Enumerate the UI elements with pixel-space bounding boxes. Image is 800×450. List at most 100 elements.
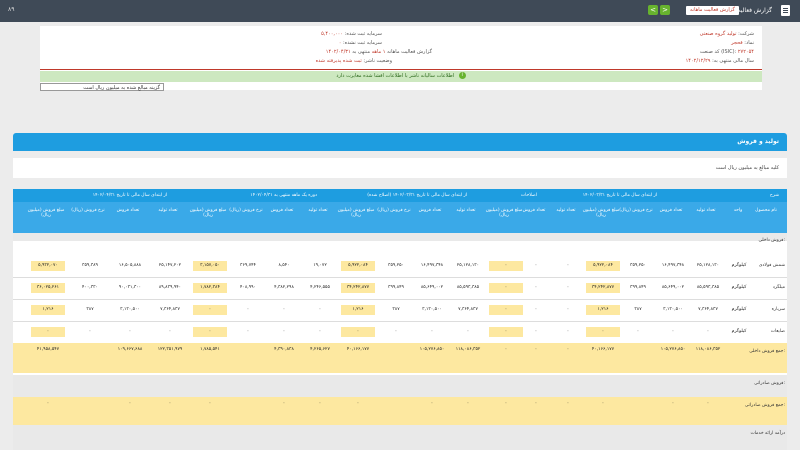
table-cell: ۳۹۹,۸۴۹ bbox=[388, 285, 404, 290]
column-header: نرخ فروش (ریال) bbox=[377, 208, 411, 213]
table-cell: ۰ bbox=[193, 305, 227, 315]
table-cell: ۴۰۰,۳۳۰ bbox=[82, 285, 98, 290]
table-cell: ۳,۱۳۰,۵۰۰ bbox=[663, 307, 683, 312]
table-group-header: شرح از ابتدای سال مالی تا تاریخ ۱۴۰۲/۰۳/… bbox=[13, 189, 787, 202]
table-cell: ۵,۹۲۲,۰۸۴ bbox=[341, 261, 375, 271]
unit-cell: کیلوگرم bbox=[731, 285, 747, 290]
export-section-row: فروش صادراتی: bbox=[13, 375, 787, 397]
table-cell: ۰ bbox=[282, 307, 286, 312]
table-cell: ۰ bbox=[489, 305, 523, 315]
table-row: شمش فولادی کیلوگرم ۲۵,۱۲۸,۱۳۰ ۱۶,۴۹۷,۳۴۸ ۳۵۹… bbox=[13, 255, 787, 278]
table-cell: ۰ bbox=[566, 307, 570, 312]
total-cell: ۱۰۹,۶۶۷,۶۸۸ bbox=[117, 347, 143, 352]
company-value: تولید گروه صنعتی bbox=[699, 31, 737, 37]
table-cell: ۲۵,۱۲۸,۱۳۰ bbox=[456, 263, 480, 268]
table-row: میلگرد کیلوگرم ۸۵,۵۹۳,۳۸۵ ۸۵,۶۴۹,۰۰۲ ۳۹۹,۸۴۹… bbox=[13, 277, 787, 300]
unregistered-capital-label: سرمایه ثبت نشده: bbox=[343, 40, 382, 46]
total-cell: ۱۰۵,۲۷۶,۸۵۰ bbox=[660, 347, 686, 352]
export-total-cell: ۰ bbox=[46, 401, 50, 406]
revenue-section-row: درآمد ارائه خدمات bbox=[13, 425, 787, 450]
table-cell: ۰ bbox=[489, 261, 523, 271]
column-header: نرخ فروش (ریال) bbox=[229, 208, 263, 213]
export-total-cell: ۰ bbox=[318, 401, 322, 406]
company-label: شرکت: bbox=[738, 31, 754, 37]
table-cell: ۰ bbox=[706, 329, 710, 334]
table-cell: ۰ bbox=[341, 327, 375, 337]
unregistered-capital-row: سرمایه ثبت نشده: ۰ bbox=[339, 39, 382, 47]
unit-note: کلیه مبالغ به میلیون ریال است bbox=[715, 165, 779, 171]
status-value: ثبت شده پذیرفته شده bbox=[315, 58, 362, 64]
table-cell: ۳۹۹,۸۴۹ bbox=[630, 285, 646, 290]
table-cell: ۳,۱۳۰,۵۰۰ bbox=[422, 307, 442, 312]
status-row: وضعیت ناشر: ثبت شده پذیرفته شده bbox=[316, 57, 392, 65]
report-period-row: گزارش فعالیت ماهانه ۱ ماهه منتهی به ۱۴۰۲… bbox=[326, 48, 432, 56]
table-cell: ۸۵,۶۴۹,۰۰۲ bbox=[420, 285, 444, 290]
column-header: تعداد فروش bbox=[418, 208, 442, 213]
export-total-row: جمع فروش صادراتی: ۰ ۰ ۰ ۰ ۰ ۰ ۰ ۰ ۰ ۰ ۰ ۰ ۰ ۰ ۰ bbox=[13, 397, 787, 425]
group-header-corrections: اصلاحات bbox=[520, 193, 537, 198]
export-total-label: جمع فروش صادراتی: bbox=[744, 403, 785, 408]
column-header: تعداد فروش bbox=[659, 208, 683, 213]
domestic-section-row: فروش داخلی: bbox=[13, 233, 787, 243]
column-header: نرخ فروش (ریال) bbox=[619, 208, 653, 213]
column-header: واحد bbox=[733, 208, 743, 213]
table-cell: ۱,۲۱۶ bbox=[586, 305, 620, 315]
column-header: تعداد تولید bbox=[696, 208, 716, 213]
total-cell: ۱۰۵,۲۷۶,۸۵۰ bbox=[419, 347, 445, 352]
group-header-ytd: از ابتدای سال مالی تا تاریخ ۱۴۰۲/۰۳/۳۱ bbox=[582, 193, 657, 198]
report-type-button[interactable]: گزارش فعالیت ماهانه bbox=[686, 6, 739, 15]
notice-text: اطلاعات سالیانه ناشر با اطلاعات افشا شده… bbox=[336, 73, 455, 79]
export-total-cell: ۰ bbox=[566, 401, 570, 406]
page-title: گزارش فعالیت ماهانه bbox=[718, 7, 772, 14]
prev-arrow-button[interactable]: < bbox=[648, 5, 658, 15]
column-header: تعداد فروش bbox=[270, 208, 294, 213]
column-header: نرخ فروش (ریال) bbox=[71, 208, 105, 213]
table-cell: ۰ bbox=[430, 329, 434, 334]
table-cell: ۰ bbox=[566, 329, 570, 334]
table-cell: ۰ bbox=[318, 329, 322, 334]
table-cell: ۰ bbox=[566, 285, 570, 290]
column-header: تعداد تولید bbox=[158, 208, 178, 213]
symbol-value: فحجر bbox=[731, 40, 743, 46]
total-cell: ۰ bbox=[566, 347, 570, 352]
table-cell: ۳۸۷ bbox=[392, 307, 400, 312]
next-arrow-button[interactable]: > bbox=[660, 5, 670, 15]
symbol-row: نماد: فحجر bbox=[731, 39, 754, 47]
table-cell: ۷,۳۶۴,۸۳۷ bbox=[458, 307, 478, 312]
column-header: مبلغ فروش (میلیون ریال) bbox=[485, 208, 523, 218]
isic-label: کد صنعت (ISIC): bbox=[699, 49, 737, 55]
table-cell: ۰ bbox=[534, 263, 538, 268]
isic-row: کد صنعت (ISIC): ۲۷۲۰۵۴ bbox=[700, 48, 754, 56]
total-cell: ۱۱۸,۰۸۶,۳۵۲ bbox=[695, 347, 721, 352]
isic-value: ۲۷۲۰۵۴ bbox=[737, 49, 754, 55]
export-total-cell: ۰ bbox=[534, 401, 538, 406]
domestic-total-label: جمع فروش داخلی: bbox=[749, 349, 785, 354]
product-name: میلگرد bbox=[772, 285, 785, 290]
table-cell: ۳۸۷ bbox=[86, 307, 94, 312]
section-header: تولید و فروش bbox=[13, 133, 787, 151]
domestic-section-label: فروش داخلی: bbox=[758, 238, 785, 243]
unit-select[interactable]: گزینه مبالغ شده به میلیون ریال است bbox=[40, 83, 164, 91]
table-cell: ۳۴,۲۴۲,۸۷۷ bbox=[586, 283, 620, 293]
table-cell: ۵,۹۳۲,۰۷۰ bbox=[31, 261, 65, 271]
info-icon: i bbox=[458, 72, 466, 79]
symbol-label: نماد: bbox=[744, 40, 754, 46]
column-header: نام محصول bbox=[755, 208, 777, 213]
table-cell: ۹۰,۰۳۱,۳۰۰ bbox=[118, 285, 142, 290]
table-cell: ۰ bbox=[586, 327, 620, 337]
table-cell: ۱,۷۸۲,۳۸۴ bbox=[193, 283, 227, 293]
export-total-cell: ۰ bbox=[706, 401, 710, 406]
table-cell: ۸,۵۴۰ bbox=[278, 263, 290, 268]
table-cell: ۰ bbox=[466, 329, 470, 334]
table-cell: ۳,۱۵۷,۰۵۰ bbox=[193, 261, 227, 271]
domestic-total-row: جمع فروش داخلی: ۱۱۸,۰۸۶,۳۵۲ ۱۰۵,۲۷۶,۸۵۰ ۴۰,… bbox=[13, 343, 787, 373]
company-info-panel: شرکت: تولید گروه صنعتی سرمایه ثبت شده: ۵… bbox=[40, 26, 762, 90]
export-total-cell: ۰ bbox=[208, 401, 212, 406]
table-cell: ۰ bbox=[534, 285, 538, 290]
table-row: ضایعات کیلوگرم ۰ ۰ ۰ ۰ ۰ ۰ ۰ ۰ ۰ ۰ ۰ ۰ ۰ ۰ ۰ ۰ ۰ ۰ ۰ bbox=[13, 321, 787, 344]
table-cell: ۴,۲۴۶,۵۵۵ bbox=[310, 285, 330, 290]
table-cell: ۱,۲۱۶ bbox=[341, 305, 375, 315]
total-cell: ۴۰,۱۶۶,۱۷۷ bbox=[346, 347, 370, 352]
table-cell: ۸۵,۵۹۳,۳۸۵ bbox=[456, 285, 480, 290]
table-cell: ۰ bbox=[318, 307, 322, 312]
